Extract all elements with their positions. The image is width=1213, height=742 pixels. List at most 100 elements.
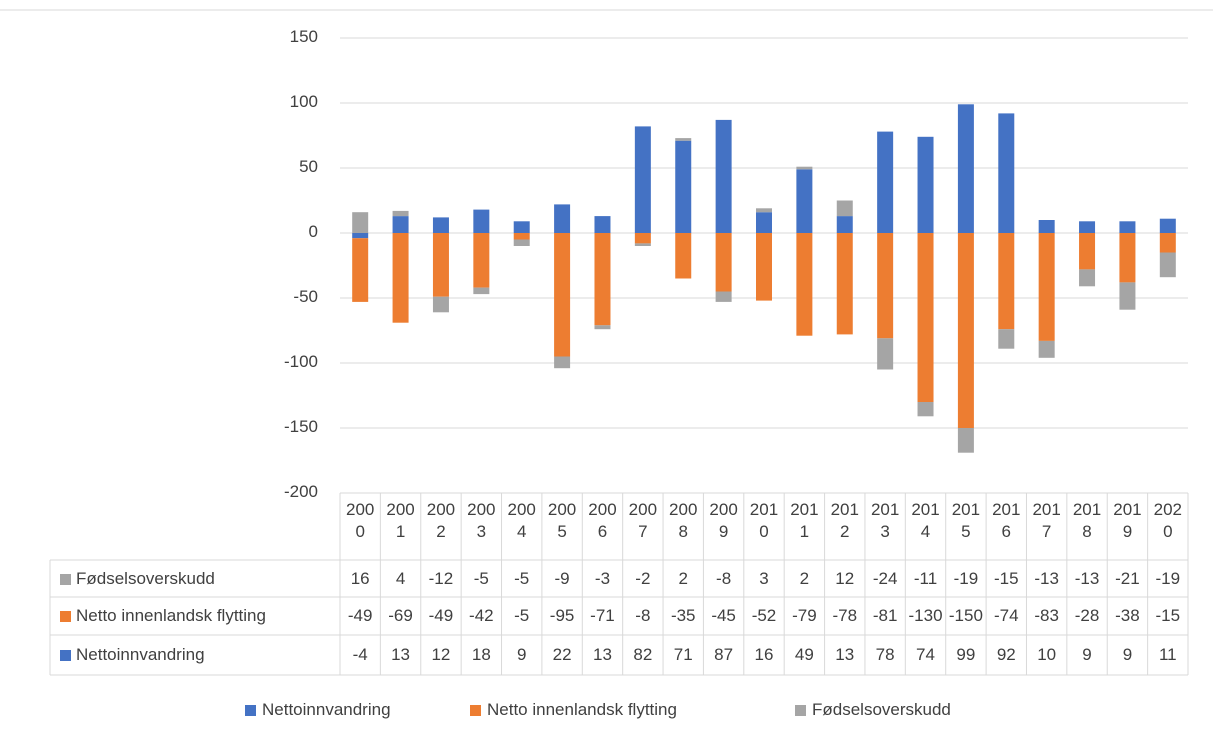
x-tick-label: 2007	[628, 500, 658, 541]
bar	[1079, 269, 1096, 287]
bar	[1038, 340, 1055, 358]
table-cell: -21	[1115, 568, 1140, 588]
table-cell: -42	[469, 606, 494, 625]
table-cell: -79	[792, 606, 817, 625]
table-cell: -49	[428, 606, 454, 625]
table-cell: 13	[593, 645, 612, 664]
legend-label: Nettoinnvandring	[262, 700, 391, 719]
table-cell: 9	[1122, 645, 1133, 664]
table-cell: 4	[395, 568, 406, 588]
y-tick-label: 150	[289, 27, 318, 46]
bar	[917, 233, 934, 402]
bar	[998, 329, 1015, 349]
bar	[715, 291, 732, 302]
table-cell: -8	[716, 568, 732, 588]
table-cell: -13	[1074, 568, 1100, 588]
row-label: Netto innenlandsk flytting	[76, 606, 266, 625]
bar	[594, 325, 611, 330]
bar	[1079, 233, 1096, 270]
table-cell: -24	[872, 568, 898, 588]
table-cell: 11	[1158, 645, 1177, 664]
bar	[432, 233, 449, 297]
bar	[554, 356, 571, 369]
table-cell: 2	[678, 568, 688, 588]
table-cell: 9	[516, 645, 527, 664]
bar	[1079, 221, 1096, 233]
table-cell: -49	[347, 606, 373, 625]
y-tick-label: -50	[293, 287, 318, 306]
bar	[1159, 218, 1176, 233]
table-cell: 16	[350, 568, 370, 588]
bar	[634, 126, 651, 233]
table-cell: -130	[908, 606, 943, 625]
table-cell: -9	[554, 568, 570, 588]
bar	[1159, 252, 1176, 278]
row-label: Nettoinnvandring	[76, 645, 205, 664]
table-cell: -12	[428, 568, 454, 588]
y-tick-label: 50	[299, 157, 318, 176]
bar	[796, 166, 813, 170]
x-tick-label: 2000	[346, 500, 375, 541]
table-cell: 12	[835, 568, 855, 588]
bar	[836, 216, 853, 233]
bar	[392, 233, 409, 323]
x-tick-label: 2005	[547, 500, 577, 541]
x-tick-label: 2002	[426, 500, 456, 541]
bar	[836, 233, 853, 335]
table-cell: -45	[711, 606, 736, 625]
x-tick-label: 2018	[1072, 500, 1102, 541]
x-tick-label: 2006	[588, 500, 617, 541]
table-cell: -15	[993, 568, 1019, 588]
table-cell: -15	[1155, 606, 1181, 625]
bar	[352, 238, 369, 302]
x-tick-label: 2015	[951, 500, 981, 541]
legend-swatch	[60, 611, 71, 622]
bar	[957, 104, 974, 233]
table-cell: -150	[948, 606, 983, 625]
table-cell: 10	[1037, 645, 1057, 664]
table-cell: 71	[673, 645, 693, 664]
table-cell: -74	[993, 606, 1019, 625]
bar	[796, 169, 813, 233]
table-cell: -81	[872, 606, 898, 625]
table-cell: 87	[714, 645, 734, 664]
bar	[917, 402, 934, 417]
table-cell: -4	[352, 645, 368, 664]
table-cell: -5	[473, 568, 489, 588]
y-tick-label: -200	[283, 482, 318, 501]
bar	[473, 233, 490, 288]
bar	[998, 233, 1015, 330]
table-cell: 99	[956, 645, 976, 664]
x-tick-label: 2009	[709, 500, 738, 541]
bar	[756, 233, 772, 301]
table-cell: 2	[799, 568, 810, 588]
table-cell: 74	[916, 645, 935, 664]
table-cell: -2	[635, 568, 651, 588]
bar	[634, 233, 651, 244]
bar	[877, 338, 894, 370]
bar	[513, 239, 530, 246]
bar	[715, 233, 732, 292]
table-cell: 82	[633, 645, 653, 664]
bar	[1119, 282, 1136, 310]
bar	[392, 210, 409, 217]
table-cell: -13	[1034, 568, 1059, 588]
bar	[554, 233, 571, 357]
table-cell: -95	[549, 606, 575, 625]
bar	[836, 200, 853, 217]
row-label: Fødselsoverskudd	[76, 568, 215, 588]
x-tick-label: 2017	[1032, 500, 1061, 541]
table-cell: -19	[1155, 568, 1181, 588]
bar	[432, 217, 449, 233]
x-tick-label: 2020	[1153, 500, 1182, 541]
bar	[1038, 233, 1055, 341]
bar	[513, 233, 530, 240]
table-cell: -83	[1034, 606, 1059, 625]
x-tick-label: 2012	[830, 500, 859, 541]
bar	[715, 119, 732, 233]
bar	[917, 136, 934, 233]
legend-swatch	[795, 705, 806, 716]
table-cell: -19	[953, 568, 979, 588]
table-cell: -38	[1115, 606, 1140, 625]
bar	[957, 428, 974, 453]
